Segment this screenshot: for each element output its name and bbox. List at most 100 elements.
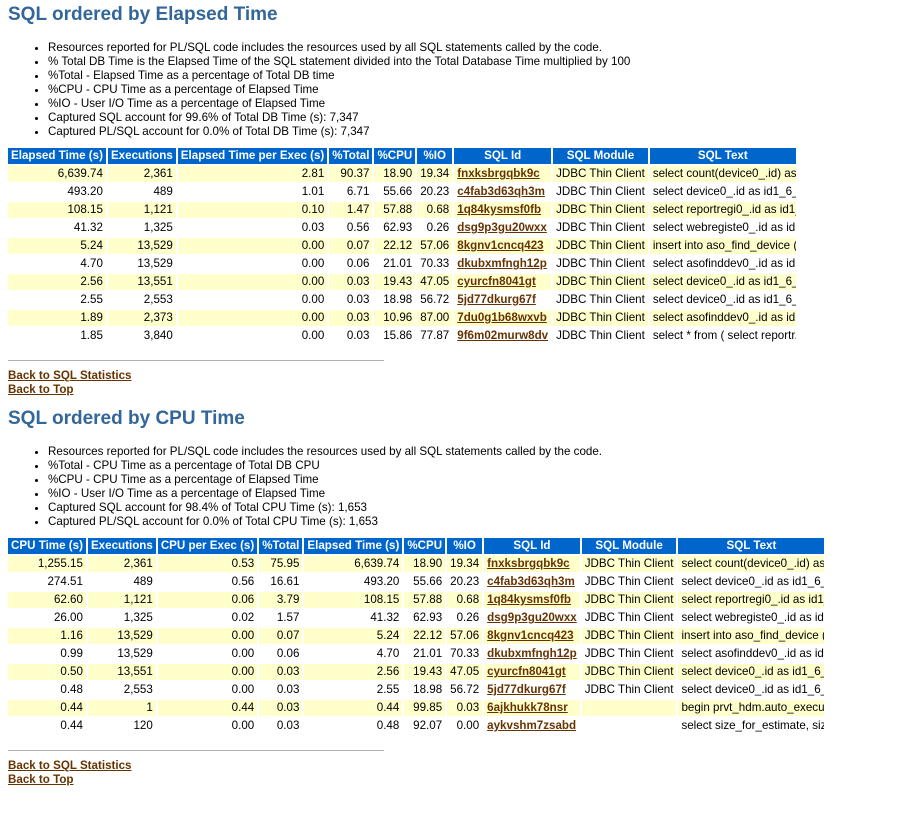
- sql-id-link[interactable]: dkubxmfngh12p: [457, 257, 547, 270]
- sql-id-link[interactable]: cyurcfn8041gt: [487, 665, 566, 678]
- sql-id-link[interactable]: 1q84kysmsf0fb: [487, 593, 571, 606]
- section-divider: [8, 360, 384, 361]
- numeric-cell: 62.93: [374, 220, 416, 236]
- cpu-time-table: CPU Time (s) Executions CPU per Exec (s) %T…: [6, 536, 826, 736]
- sql-module-cell: JDBC Thin Client: [553, 184, 648, 200]
- table-row: 0.99 13,529 0.00 0.06 4.70 21.01 70.33 dkubxmfn…: [8, 646, 825, 662]
- numeric-cell: 0.00: [157, 682, 258, 698]
- sql-id-link[interactable]: dsg9p3gu20wxx: [457, 221, 547, 234]
- column-header: SQL Module: [553, 148, 648, 164]
- numeric-cell: 57.88: [404, 592, 446, 608]
- sql-text-cell: select webregiste0_.id as id1_...: [678, 610, 825, 626]
- numeric-cell: 274.51: [8, 574, 86, 590]
- sql-id-link[interactable]: c4fab3d63qh3m: [457, 185, 545, 198]
- sql-text-cell: select asofinddev0_.id as id1_...: [649, 256, 796, 272]
- sql-id-cell: dsg9p3gu20wxx: [484, 610, 580, 626]
- sql-id-link[interactable]: c4fab3d63qh3m: [487, 575, 575, 588]
- sql-id-link[interactable]: 5jd77dkurg67f: [487, 683, 566, 696]
- sql-id-cell: fnxksbrgqbk9c: [454, 166, 552, 182]
- column-header: %IO: [447, 538, 483, 554]
- numeric-cell: 0.03: [259, 682, 303, 698]
- note-item: %CPU - CPU Time as a percentage of Elaps…: [48, 473, 891, 487]
- numeric-cell: 2,553: [87, 682, 156, 698]
- sql-id-link[interactable]: 6ajkhukk78nsr: [487, 701, 568, 714]
- numeric-cell: 1,255.15: [8, 556, 86, 572]
- numeric-cell: 1.16: [8, 628, 86, 644]
- numeric-cell: 2.55: [8, 292, 106, 308]
- numeric-cell: 70.33: [447, 646, 483, 662]
- sql-id-link[interactable]: cyurcfn8041gt: [457, 275, 536, 288]
- numeric-cell: 3.79: [259, 592, 303, 608]
- table-row: 1.85 3,840 0.00 0.03 15.86 77.87 9f6m02murw8dv…: [8, 328, 796, 344]
- numeric-cell: 0.07: [259, 628, 303, 644]
- sql-id-link[interactable]: dsg9p3gu20wxx: [487, 611, 577, 624]
- table-row: 5.24 13,529 0.00 0.07 22.12 57.06 8kgnv1cncq42…: [8, 238, 796, 254]
- sql-id-cell: 9f6m02murw8dv: [454, 328, 552, 344]
- sql-id-link[interactable]: 8kgnv1cncq423: [487, 629, 574, 642]
- numeric-cell: 5.24: [8, 238, 106, 254]
- back-to-sql-statistics-link[interactable]: Back to SQL Statistics: [8, 759, 132, 772]
- note-item: %CPU - CPU Time as a percentage of Elaps…: [48, 83, 891, 97]
- numeric-cell: 493.20: [304, 574, 403, 590]
- table-row: 1,255.15 2,361 0.53 75.95 6,639.74 18.90 19.34…: [8, 556, 825, 572]
- numeric-cell: 13,529: [87, 628, 156, 644]
- numeric-cell: 2.81: [177, 166, 328, 182]
- sql-id-cell: dkubxmfngh12p: [454, 256, 552, 272]
- column-header: CPU Time (s): [8, 538, 86, 554]
- sql-id-link[interactable]: fnxksbrgqbk9c: [487, 557, 570, 570]
- numeric-cell: 0.00: [157, 664, 258, 680]
- numeric-cell: 56.72: [447, 682, 483, 698]
- table-header-row: CPU Time (s) Executions CPU per Exec (s) %T…: [8, 538, 825, 554]
- numeric-cell: 0.00: [447, 718, 483, 734]
- back-to-top-link[interactable]: Back to Top: [8, 383, 74, 396]
- table-row: 41.32 1,325 0.03 0.56 62.93 0.26 dsg9p3gu20wxx…: [8, 220, 796, 236]
- sql-id-link[interactable]: dkubxmfngh12p: [487, 647, 577, 660]
- sql-id-link[interactable]: 9f6m02murw8dv: [457, 329, 549, 342]
- numeric-cell: 57.06: [417, 238, 453, 254]
- sql-module-cell: JDBC Thin Client: [581, 664, 677, 680]
- sql-id-link[interactable]: 5jd77dkurg67f: [457, 293, 536, 306]
- section-title: SQL ordered by Elapsed Time: [8, 4, 278, 25]
- numeric-cell: 0.07: [329, 238, 373, 254]
- numeric-cell: 1,121: [87, 592, 156, 608]
- column-header: CPU per Exec (s): [157, 538, 258, 554]
- sql-id-link[interactable]: 7du0g1b68wxvb: [457, 311, 547, 324]
- sql-module-cell: JDBC Thin Client: [553, 238, 648, 254]
- back-to-sql-statistics-link[interactable]: Back to SQL Statistics: [8, 369, 132, 382]
- sql-module-cell: JDBC Thin Client: [581, 574, 677, 590]
- sql-module-cell: JDBC Thin Client: [553, 256, 648, 272]
- numeric-cell: 21.01: [404, 646, 446, 662]
- sql-text-cell: select count(device0_.id) as c...: [649, 166, 796, 182]
- numeric-cell: 1.57: [259, 610, 303, 626]
- numeric-cell: 1.01: [177, 184, 328, 200]
- table-row: 108.15 1,121 0.10 1.47 57.88 0.68 1q84kysmsf0f…: [8, 202, 796, 218]
- numeric-cell: 13,551: [87, 664, 156, 680]
- sql-id-link[interactable]: 8kgnv1cncq423: [457, 239, 544, 252]
- sql-module-cell: JDBC Thin Client: [581, 592, 677, 608]
- numeric-cell: 0.02: [157, 610, 258, 626]
- numeric-cell: 2,373: [107, 310, 176, 326]
- back-to-top-link[interactable]: Back to Top: [8, 773, 74, 786]
- numeric-cell: 0.00: [157, 646, 258, 662]
- column-header: SQL Text: [649, 148, 796, 164]
- numeric-cell: 0.56: [157, 574, 258, 590]
- numeric-cell: 57.88: [374, 202, 416, 218]
- sql-id-link[interactable]: fnxksbrgqbk9c: [457, 167, 540, 180]
- numeric-cell: 0.68: [417, 202, 453, 218]
- sql-id-cell: c4fab3d63qh3m: [454, 184, 552, 200]
- numeric-cell: 87.00: [417, 310, 453, 326]
- section-title: SQL ordered by CPU Time: [8, 408, 245, 429]
- numeric-cell: 19.43: [404, 664, 446, 680]
- table-row: 0.50 13,551 0.00 0.03 2.56 19.43 47.05 cyurcfn8…: [8, 664, 825, 680]
- numeric-cell: 13,551: [107, 274, 176, 290]
- table-row: 2.55 2,553 0.00 0.03 18.98 56.72 5jd77dkurg67f…: [8, 292, 796, 308]
- sql-module-cell: [581, 718, 677, 734]
- numeric-cell: 22.12: [374, 238, 416, 254]
- sql-id-link[interactable]: aykvshm7zsabd: [487, 719, 577, 732]
- numeric-cell: 0.44: [304, 700, 403, 716]
- numeric-cell: 0.00: [177, 310, 328, 326]
- section-divider: [8, 750, 384, 751]
- sql-id-link[interactable]: 1q84kysmsf0fb: [457, 203, 542, 216]
- table-row: 493.20 489 1.01 6.71 55.66 20.23 c4fab3d63qh3m…: [8, 184, 796, 200]
- numeric-cell: 26.00: [8, 610, 86, 626]
